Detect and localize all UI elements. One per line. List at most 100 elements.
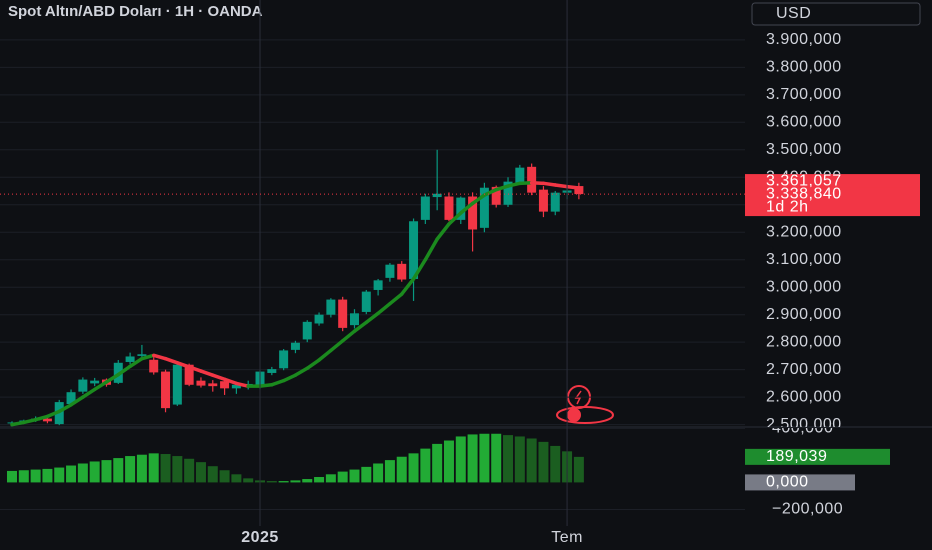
ma-segment <box>45 409 61 419</box>
indicator-bar <box>184 458 195 483</box>
candle-body <box>385 264 395 278</box>
candle-body <box>267 369 277 373</box>
ma-segment <box>529 181 546 186</box>
indicator-bar <box>514 436 525 483</box>
indicator-bar <box>479 433 490 483</box>
ma-tag <box>745 174 920 189</box>
indicator-bar <box>443 440 454 483</box>
indicator-bar <box>113 458 124 483</box>
currency-label[interactable]: USD <box>776 5 811 22</box>
indicator-bar <box>266 481 277 483</box>
candle-body <box>279 350 289 369</box>
indicator-bar <box>42 468 53 483</box>
countdown-label: 1d 2h <box>766 198 809 215</box>
y-tick-label: 3.800,000 <box>766 59 842 76</box>
candle-body <box>338 299 348 328</box>
ma-segment <box>411 257 428 281</box>
candle-body <box>444 196 454 220</box>
candle-body <box>349 313 359 326</box>
indicator-bar <box>420 448 431 483</box>
ma-segment <box>399 277 416 296</box>
candle-body <box>314 314 324 324</box>
indicator-bar <box>101 460 112 483</box>
ma-segment <box>163 356 180 365</box>
ma-segment <box>518 181 534 186</box>
ma-segment <box>423 237 439 262</box>
y-tick-label: 3.200,000 <box>766 223 842 240</box>
ma-segment <box>81 387 97 399</box>
y-tick-label: 2.800,000 <box>766 333 842 350</box>
ma-segment <box>447 211 463 226</box>
y-tick-label: 3.000,000 <box>766 278 842 295</box>
ma-segment <box>140 353 156 361</box>
ma-segment <box>211 373 227 382</box>
candle-body <box>491 186 501 205</box>
candle-body <box>161 371 171 409</box>
y-tick-label: 3.600,000 <box>766 114 842 131</box>
ma-segment <box>92 380 109 392</box>
indicator-bar <box>18 470 29 483</box>
candle-body <box>184 364 194 385</box>
indicator-bar <box>290 480 301 483</box>
indicator-bar <box>148 453 159 483</box>
candle-body <box>42 418 52 422</box>
indicator-pane: −200,000 400,000 <box>0 420 843 518</box>
candle-body <box>574 186 584 195</box>
currency-button[interactable] <box>751 2 921 26</box>
event-icon-glyph <box>574 390 582 405</box>
indicator-bar <box>195 462 206 483</box>
indicator-bar <box>77 463 88 483</box>
ma-segment <box>459 201 475 215</box>
news-icon[interactable] <box>556 406 614 424</box>
indicator-bar <box>231 474 242 483</box>
candle-body <box>409 221 419 279</box>
news-icon-flag <box>567 408 581 422</box>
indicator-bar <box>337 471 348 483</box>
candle-body <box>503 181 513 205</box>
candle-body <box>361 291 371 312</box>
ma-segment <box>388 292 404 306</box>
ma-segment <box>553 183 569 189</box>
ma-segment <box>104 372 121 384</box>
ma-segment <box>116 364 132 377</box>
candle-body <box>420 196 430 220</box>
candle-body <box>172 364 182 405</box>
ma-segment <box>482 187 498 197</box>
indicator-bar <box>361 466 372 483</box>
candle-body <box>66 392 76 405</box>
ma-segment <box>506 181 522 188</box>
y-tick-label: 3.100,000 <box>766 251 842 268</box>
indicator-bar <box>314 477 325 483</box>
ma-segment <box>199 369 215 377</box>
ma-segment <box>435 222 451 241</box>
candle-body <box>373 280 383 290</box>
indicator-bar <box>125 456 136 483</box>
indicator-bar <box>408 453 419 483</box>
y-tick-label: 400,000 <box>772 420 833 437</box>
ma-segment <box>329 339 345 353</box>
candle-body <box>231 384 241 389</box>
y-tick-label: 2.600,000 <box>766 388 842 405</box>
indicator-bar <box>384 460 395 483</box>
y-tick-label: 3.500,000 <box>766 141 842 158</box>
indicator-bar <box>89 461 100 483</box>
candle-body <box>220 381 230 389</box>
x-tick-label: Tem <box>551 529 583 546</box>
ma-segment <box>281 373 298 383</box>
ma-segment <box>128 356 144 369</box>
chart-title: Spot Altın/ABD Doları · 1H · OANDA <box>8 3 263 20</box>
candle-body <box>397 263 407 280</box>
y-tick-label: −200,000 <box>772 501 843 518</box>
indicator-bar <box>172 456 183 483</box>
ma-segment <box>376 301 392 316</box>
price-tag <box>745 187 920 217</box>
ma-segment <box>10 420 26 427</box>
ma-segment <box>317 348 333 362</box>
candle-body <box>78 379 88 392</box>
indicator-bar <box>349 469 360 483</box>
ma-segment <box>352 320 369 333</box>
ma-segment <box>364 311 380 325</box>
indicator-bar <box>243 478 254 483</box>
indicator-bar <box>467 434 478 483</box>
